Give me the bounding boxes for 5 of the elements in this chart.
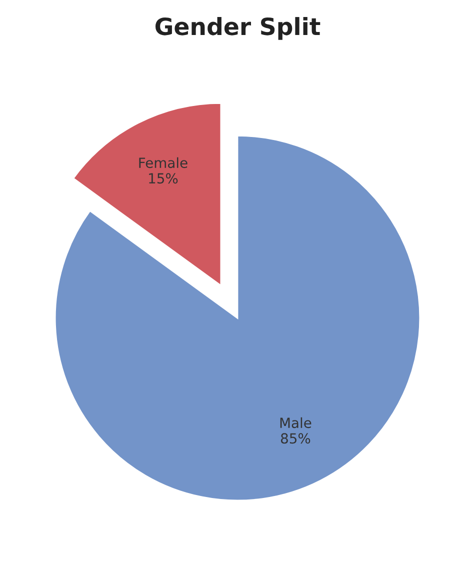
slice-label: Male — [280, 417, 312, 428]
chart-title: Gender Split — [156, 17, 320, 40]
slice-label: Female — [139, 157, 188, 168]
data-label: 85% — [280, 433, 310, 444]
data-label: 15% — [149, 173, 178, 184]
